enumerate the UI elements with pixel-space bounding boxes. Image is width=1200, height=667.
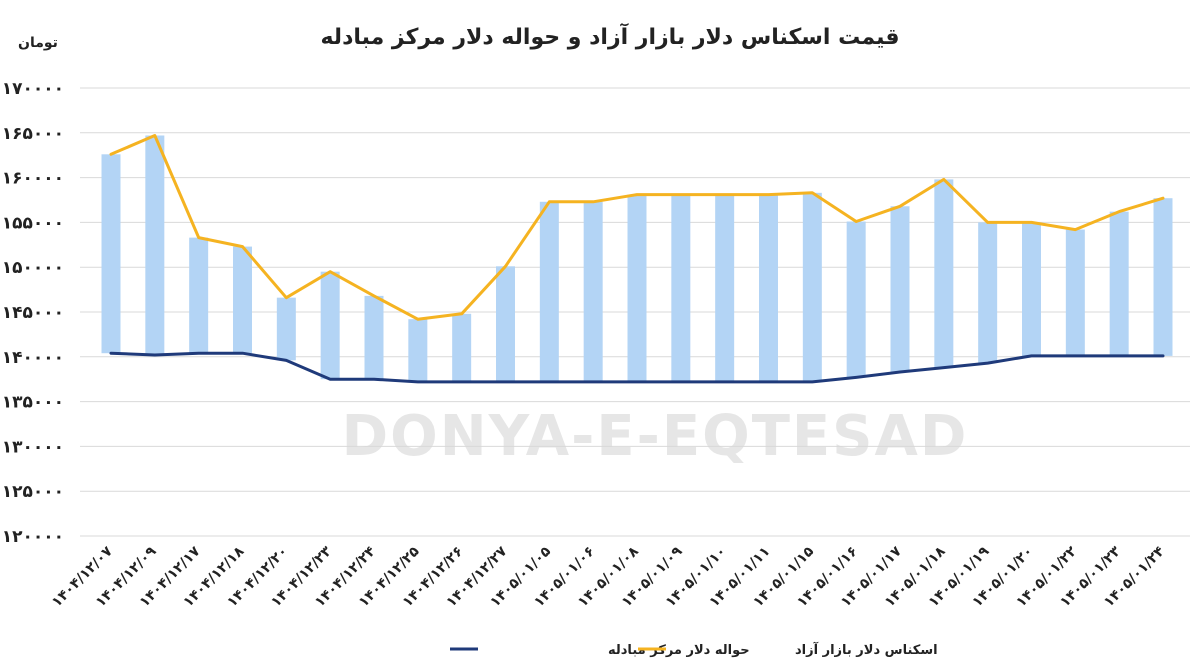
legend-item-exchange-center: حواله دلار مرکز مبادله bbox=[450, 643, 750, 658]
y-tick-label: ۱۶۰۰۰۰ bbox=[2, 169, 64, 189]
y-tick-label: ۱۳۵۰۰۰ bbox=[2, 393, 64, 413]
legend: حواله دلار مرکز مبادله اسکناس دلار بازار … bbox=[450, 641, 938, 658]
spread-bar bbox=[890, 206, 910, 373]
spread-bar bbox=[539, 201, 559, 382]
series-lines bbox=[109, 134, 1165, 384]
spread-bar bbox=[846, 221, 866, 378]
y-axis-unit: تومان bbox=[18, 35, 58, 51]
y-tick-label: ۱۶۵۰۰۰ bbox=[2, 124, 64, 144]
y-tick-label: ۱۷۰۰۰۰ bbox=[2, 79, 64, 99]
spread-bar bbox=[1022, 222, 1041, 356]
y-tick-label: ۱۴۵۰۰۰ bbox=[2, 303, 64, 323]
spread-bar bbox=[452, 313, 472, 382]
y-tick-label: ۱۵۵۰۰۰ bbox=[2, 213, 64, 233]
spread-bar bbox=[320, 271, 340, 380]
spread-bar bbox=[496, 266, 515, 382]
spread-bar bbox=[934, 179, 954, 368]
spread-bar bbox=[145, 135, 165, 356]
spread-bar bbox=[101, 154, 121, 354]
x-axis-ticks: ۱۴۰۴/۱۲/۰۷۱۴۰۴/۱۲/۰۹۱۴۰۴/۱۲/۱۷۱۴۰۴/۱۲/۱۸… bbox=[49, 543, 1168, 610]
spread-bar bbox=[1109, 211, 1129, 356]
watermark: DONYA-E-EQTESAD bbox=[342, 404, 969, 469]
y-tick-label: ۱۲۰۰۰۰ bbox=[2, 527, 64, 547]
y-tick-label: ۱۴۰۰۰۰ bbox=[2, 348, 64, 368]
spread-bar bbox=[583, 201, 603, 382]
spread-bar bbox=[233, 246, 252, 354]
spread-bar bbox=[276, 297, 296, 361]
spread-bar bbox=[802, 192, 822, 382]
y-tick-label: ۱۲۵۰۰۰ bbox=[2, 482, 64, 502]
series-line-exchange-center bbox=[109, 351, 1165, 384]
spread-bar bbox=[759, 194, 778, 382]
legend-item-free-market: اسکناس دلار بازار آزاد bbox=[638, 641, 938, 658]
spread-bar bbox=[1153, 198, 1173, 356]
legend-label: حواله دلار مرکز مبادله bbox=[608, 643, 750, 658]
spread-bar bbox=[627, 194, 647, 382]
spread-bar bbox=[1065, 229, 1085, 356]
legend-label: اسکناس دلار بازار آزاد bbox=[795, 641, 938, 658]
y-tick-label: ۱۳۰۰۰۰ bbox=[2, 437, 64, 457]
chart-title: قیمت اسکناس دلار بازار آزاد و حواله دلار… bbox=[320, 22, 899, 50]
spread-bars bbox=[101, 135, 1173, 382]
spread-bar bbox=[408, 319, 428, 382]
series-line-free-market bbox=[109, 134, 1165, 321]
spread-bar bbox=[671, 194, 691, 382]
spread-bar bbox=[364, 295, 384, 380]
spread-bar bbox=[715, 194, 735, 382]
y-axis-ticks: ۱۲۰۰۰۰ ۱۲۵۰۰۰ ۱۳۰۰۰۰ ۱۳۵۰۰۰ ۱۴۰۰۰۰ ۱۴۵۰۰۰ ۱۵۰۰… bbox=[2, 79, 64, 547]
y-tick-label: ۱۵۰۰۰۰ bbox=[2, 258, 64, 278]
spread-bar bbox=[189, 237, 209, 354]
spread-bar bbox=[978, 222, 998, 364]
